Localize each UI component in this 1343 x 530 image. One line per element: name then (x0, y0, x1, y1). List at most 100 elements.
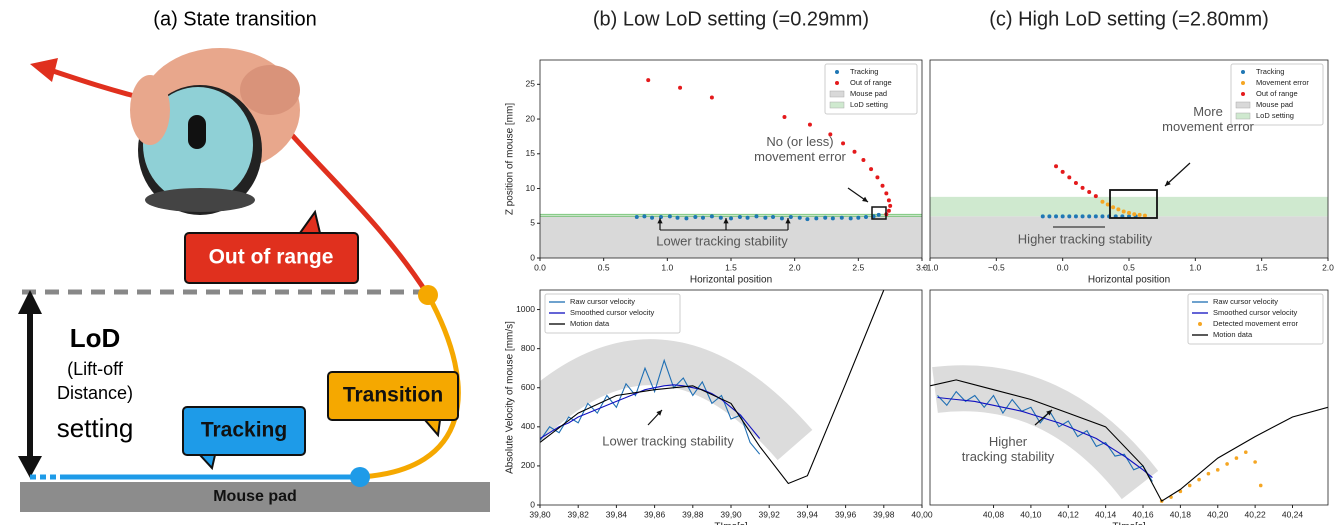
mouse-pad (20, 482, 490, 512)
x-tick-label: 2.0 (789, 262, 801, 272)
callout-out-of-range: Out of range (184, 209, 359, 284)
callout-text: Out of range (209, 246, 334, 269)
x-tick-label: 39,82 (568, 509, 590, 519)
arrow-head (18, 456, 42, 478)
point (782, 114, 787, 119)
legend: Tracking Movement error Out of range Mouse … (1230, 63, 1324, 126)
lod-sub: (Lift-off (67, 359, 124, 379)
point (884, 191, 889, 196)
point (754, 214, 759, 219)
line (540, 384, 761, 439)
annotation: movement error (1162, 119, 1254, 134)
annotation: Lower tracking stability (602, 433, 734, 448)
point (828, 132, 833, 137)
arrow-head (18, 290, 42, 314)
point (841, 141, 846, 146)
x-tick-label: 39,88 (682, 509, 704, 519)
point (763, 215, 768, 220)
point (1142, 213, 1147, 218)
y-tick-label: 1000 (516, 304, 535, 314)
point (678, 85, 683, 90)
arrow-head (30, 58, 58, 82)
legend-label: Tracking (1256, 67, 1284, 76)
panel-a: (a) State transition Mouse pad LoD (Lift… (18, 8, 490, 512)
point (807, 122, 812, 127)
point (1080, 214, 1085, 219)
x-tick-label: 1.0 (661, 262, 673, 272)
legend-box (1187, 293, 1324, 345)
y-tick-label: 200 (521, 460, 535, 470)
x-axis-label: TIme[s] (714, 522, 748, 525)
point (709, 214, 714, 219)
x-tick-label: 39,94 (797, 509, 819, 519)
x-tick-label: 39,90 (720, 509, 742, 519)
x-tick-label: 40,22 (1244, 509, 1266, 519)
arrow-head (723, 218, 729, 224)
point (876, 212, 881, 217)
legend-label: Mouse pad (850, 89, 887, 98)
x-tick-label: 1.5 (1256, 262, 1268, 272)
point (823, 215, 828, 220)
annotation: Higher (989, 434, 1028, 449)
point (805, 217, 810, 222)
x-tick-label: 39,98 (873, 509, 895, 519)
point (1225, 462, 1229, 466)
y-tick-label: 5 (530, 218, 535, 228)
plot-area (540, 290, 885, 485)
annotation: Lower tracking stability (656, 233, 788, 248)
point (1206, 471, 1211, 476)
y-tick-label: 10 (526, 183, 536, 193)
y-tick-label: 15 (526, 148, 536, 158)
x-tick-label: 39,86 (644, 509, 666, 519)
region (930, 196, 1328, 217)
region (540, 213, 922, 217)
x-tick-label: 40,16 (1132, 509, 1154, 519)
point (667, 214, 672, 219)
point (1253, 460, 1257, 464)
arrow-head (657, 218, 663, 224)
y-tick-label: 0 (530, 252, 535, 262)
x-tick-label: 39,80 (529, 509, 551, 519)
point (880, 183, 885, 188)
legend: Tracking Out of range Mouse pad LoD setting (824, 63, 918, 115)
point (1105, 202, 1110, 207)
line (937, 396, 1153, 479)
legend-label: Tracking (850, 67, 878, 76)
stability-band (540, 339, 813, 461)
chart: 0.0 0.5 1.0 1.5 2.0 2.5 3.0 0 5 10 15 20 25 Horizonta… (505, 8, 929, 285)
point (1073, 180, 1078, 185)
region (540, 216, 922, 258)
annotation: No (or less) (766, 134, 833, 149)
x-tick-label: 2.0 (1322, 262, 1334, 272)
point (888, 203, 893, 208)
lod-setting: setting (57, 413, 134, 443)
arrow-head (1046, 410, 1052, 416)
legend: Raw cursor velocity Smoothed cursor veloc… (1187, 293, 1324, 345)
x-tick-label: 40,24 (1282, 509, 1304, 519)
legend-marker (829, 101, 845, 109)
axes-frame (929, 289, 1329, 506)
annotation: tracking stability (962, 449, 1055, 464)
point (1215, 468, 1220, 472)
chart: 39,80 39,82 39,84 39,86 39,88 39,90 39,92 39,94… (505, 289, 933, 530)
callout-text: Transition (343, 384, 443, 407)
callout-text: Tracking (201, 419, 287, 442)
x-tick-label: 1.0 (1189, 262, 1201, 272)
x-tick-label: 1.5 (725, 262, 737, 272)
legend-label: Motion data (1213, 330, 1253, 339)
point (1047, 214, 1052, 219)
x-axis-label: Horizontal position (690, 275, 772, 286)
x-tick-label: 39,84 (606, 509, 628, 519)
arrow-head (785, 218, 791, 224)
chart-title: (c) High LoD setting (=2.80mm) (989, 8, 1269, 30)
point (1060, 169, 1065, 174)
point (856, 215, 861, 220)
x-tick-label: 40,18 (1170, 509, 1192, 519)
point (1100, 199, 1105, 204)
x-tick-label: 40,20 (1207, 509, 1229, 519)
legend: Raw cursor velocity Smoothed cursor veloc… (544, 293, 681, 334)
x-tick-label: 40,14 (1095, 509, 1117, 519)
point (745, 215, 750, 220)
legend-marker (1235, 101, 1251, 109)
